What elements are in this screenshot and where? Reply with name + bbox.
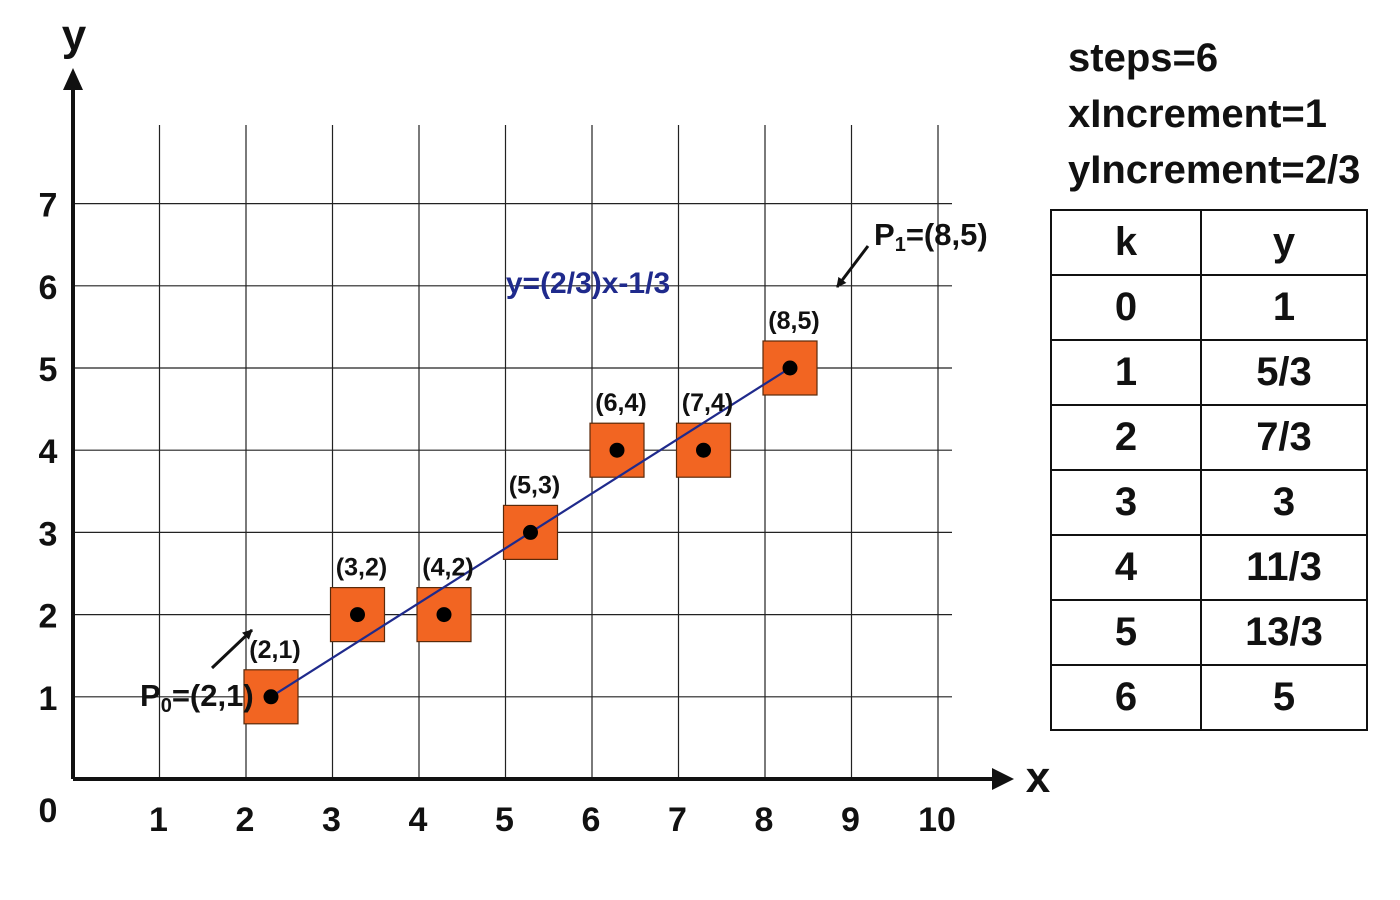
pixel-labels: (2,1) (3,2) (4,2) (5,3) (6,4) (7,4) (8,5) bbox=[249, 307, 819, 664]
table-cell-y: 7/3 bbox=[1200, 404, 1368, 471]
table-cell-y: 5/3 bbox=[1200, 339, 1368, 406]
pixel-center-dot bbox=[782, 360, 798, 376]
x-tick-label: 6 bbox=[582, 801, 601, 839]
column-header-y: y bbox=[1200, 209, 1368, 276]
endpoint-p1: P1=(8,5) bbox=[835, 217, 988, 288]
x-tick-label: 4 bbox=[409, 801, 428, 839]
pixel-center-dot bbox=[350, 607, 365, 623]
table-cell-k: 0 bbox=[1050, 274, 1202, 341]
y-tick-label: 2 bbox=[39, 598, 58, 636]
x-tick-label: 9 bbox=[841, 801, 860, 839]
table-cell-k: 1 bbox=[1050, 339, 1202, 406]
svg-text:P0=(2,1): P0=(2,1) bbox=[140, 678, 254, 717]
endpoint-p0-name: P bbox=[140, 678, 161, 713]
y-axis-label: y bbox=[62, 11, 87, 60]
pixel-center-dot bbox=[609, 442, 625, 458]
x-tick-label: 2 bbox=[236, 801, 255, 839]
x-tick-label: 7 bbox=[668, 801, 687, 839]
endpoint-p1-sub: 1 bbox=[895, 234, 906, 256]
x-tick-label: 8 bbox=[755, 801, 774, 839]
table-cell-k: 3 bbox=[1050, 469, 1202, 536]
pixel-coordinate-label: (3,2) bbox=[336, 554, 387, 582]
dda-parameters: steps=6 xIncrement=1 yIncrement=2/3 bbox=[1068, 30, 1360, 198]
line-equation-label: y=(2/3)x-1/3 bbox=[506, 267, 670, 300]
table-cell-k: 4 bbox=[1050, 534, 1202, 601]
endpoint-p1-value: =(8,5) bbox=[906, 217, 988, 252]
pixel-coordinate-label: (5,3) bbox=[509, 471, 560, 499]
table-cell-y: 11/3 bbox=[1200, 534, 1368, 601]
axes: x y 0 bbox=[39, 11, 1051, 830]
y-tick-label: 1 bbox=[39, 680, 58, 718]
x-tick-label: 5 bbox=[495, 801, 514, 839]
pixel-center-dot bbox=[436, 607, 452, 623]
table-header-row: k y bbox=[1050, 209, 1368, 276]
x-axis-label: x bbox=[1026, 753, 1051, 802]
pixel-coordinate-label: (6,4) bbox=[595, 389, 646, 417]
x-increment-value: xIncrement=1 bbox=[1068, 92, 1328, 136]
pixel-coordinate-label: (4,2) bbox=[422, 554, 473, 582]
table-row: 2 7/3 bbox=[1050, 404, 1368, 471]
endpoint-p0: P0=(2,1) bbox=[140, 628, 254, 717]
svg-text:P1=(8,5): P1=(8,5) bbox=[874, 217, 988, 256]
x-tick-label: 3 bbox=[322, 801, 341, 839]
table-cell-k: 2 bbox=[1050, 404, 1202, 471]
origin-label: 0 bbox=[39, 792, 58, 830]
table-cell-y: 1 bbox=[1200, 274, 1368, 341]
table-cell-y: 3 bbox=[1200, 469, 1368, 536]
table-row: 5 13/3 bbox=[1050, 599, 1368, 666]
y-increment-value: yIncrement=2/3 bbox=[1068, 148, 1361, 192]
endpoint-p0-sub: 0 bbox=[161, 695, 172, 717]
endpoint-p0-value: =(2,1) bbox=[172, 678, 254, 713]
pixel-center-dot bbox=[263, 689, 279, 705]
table-row: 4 11/3 bbox=[1050, 534, 1368, 601]
y-axis-arrow-icon bbox=[63, 68, 83, 90]
column-header-k: k bbox=[1050, 209, 1202, 276]
y-tick-label: 6 bbox=[39, 269, 58, 307]
y-tick-label: 5 bbox=[39, 351, 58, 389]
pixel-center-dot bbox=[696, 442, 711, 458]
table-row: 1 5/3 bbox=[1050, 339, 1368, 406]
pixel-centers bbox=[263, 360, 798, 705]
x-tick-label: 1 bbox=[149, 801, 168, 839]
table-cell-k: 5 bbox=[1050, 599, 1202, 666]
table-cell-y: 5 bbox=[1200, 664, 1368, 731]
x-tick-label: 10 bbox=[918, 801, 956, 839]
table-cell-y: 13/3 bbox=[1200, 599, 1368, 666]
pixel-coordinate-label: (2,1) bbox=[249, 636, 300, 664]
steps-value: steps=6 bbox=[1068, 36, 1219, 80]
y-tick-label: 3 bbox=[39, 515, 58, 553]
pixel-coordinate-label: (8,5) bbox=[768, 307, 819, 335]
endpoint-p1-name: P bbox=[874, 217, 895, 252]
y-tick-label: 4 bbox=[39, 433, 58, 471]
table-cell-k: 6 bbox=[1050, 664, 1202, 731]
x-axis-arrow-icon bbox=[992, 768, 1014, 790]
y-tick-label: 7 bbox=[39, 187, 58, 225]
pixel-coordinate-label: (7,4) bbox=[682, 389, 733, 417]
pixel-center-dot bbox=[523, 524, 538, 540]
